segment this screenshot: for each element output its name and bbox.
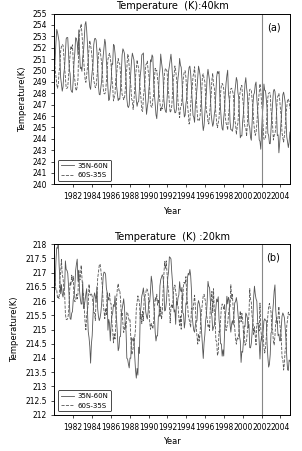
35N-60N [193, 120, 196, 125]
Line: 60S-35S: 60S-35S [54, 24, 290, 142]
Y-axis label: Temperature(K): Temperature(K) [18, 66, 27, 132]
35N-60N [194, 318, 198, 323]
35N-60N [134, 375, 138, 381]
35N-60N [53, 56, 57, 62]
Legend: 35N-60N, 60S-35S: 35N-60N, 60S-35S [58, 160, 111, 181]
Legend: 35N-60N, 60S-35S: 35N-60N, 60S-35S [58, 391, 111, 411]
60S-35S [282, 139, 285, 145]
60S-35S [252, 331, 255, 337]
35N-60N [252, 92, 255, 97]
Title: Temperature  (K) :20km: Temperature (K) :20km [114, 232, 230, 242]
35N-60N [267, 133, 271, 138]
35N-60N [198, 306, 202, 311]
Text: (b): (b) [267, 253, 281, 262]
Line: 35N-60N: 35N-60N [54, 22, 290, 153]
35N-60N [56, 239, 60, 244]
35N-60N [194, 101, 197, 107]
35N-60N [53, 68, 56, 74]
35N-60N [198, 67, 201, 73]
35N-60N [84, 19, 88, 24]
35N-60N [277, 150, 281, 156]
Title: Temperature  (K):40km: Temperature (K):40km [116, 1, 229, 11]
35N-60N [194, 322, 197, 328]
60S-35S [288, 311, 292, 317]
35N-60N [288, 129, 292, 135]
X-axis label: Year: Year [163, 207, 181, 216]
35N-60N [253, 284, 256, 289]
60S-35S [198, 118, 201, 124]
60S-35S [193, 293, 196, 298]
60S-35S [288, 106, 292, 111]
60S-35S [53, 267, 56, 272]
60S-35S [252, 119, 255, 124]
60S-35S [193, 64, 196, 69]
Line: 35N-60N: 35N-60N [54, 242, 290, 378]
35N-60N [53, 283, 57, 288]
X-axis label: Year: Year [163, 437, 181, 446]
35N-60N [53, 288, 56, 293]
60S-35S [53, 280, 57, 285]
60S-35S [59, 257, 63, 262]
35N-60N [268, 362, 271, 367]
60S-35S [198, 338, 201, 344]
60S-35S [79, 21, 83, 27]
Line: 60S-35S: 60S-35S [54, 259, 290, 370]
60S-35S [194, 77, 197, 83]
Y-axis label: Temperature(K): Temperature(K) [11, 297, 20, 362]
35N-60N [288, 359, 292, 364]
60S-35S [194, 304, 197, 310]
Text: (a): (a) [267, 22, 281, 32]
60S-35S [267, 304, 271, 310]
60S-35S [282, 368, 285, 373]
60S-35S [53, 66, 57, 71]
60S-35S [267, 91, 271, 96]
60S-35S [53, 55, 56, 60]
